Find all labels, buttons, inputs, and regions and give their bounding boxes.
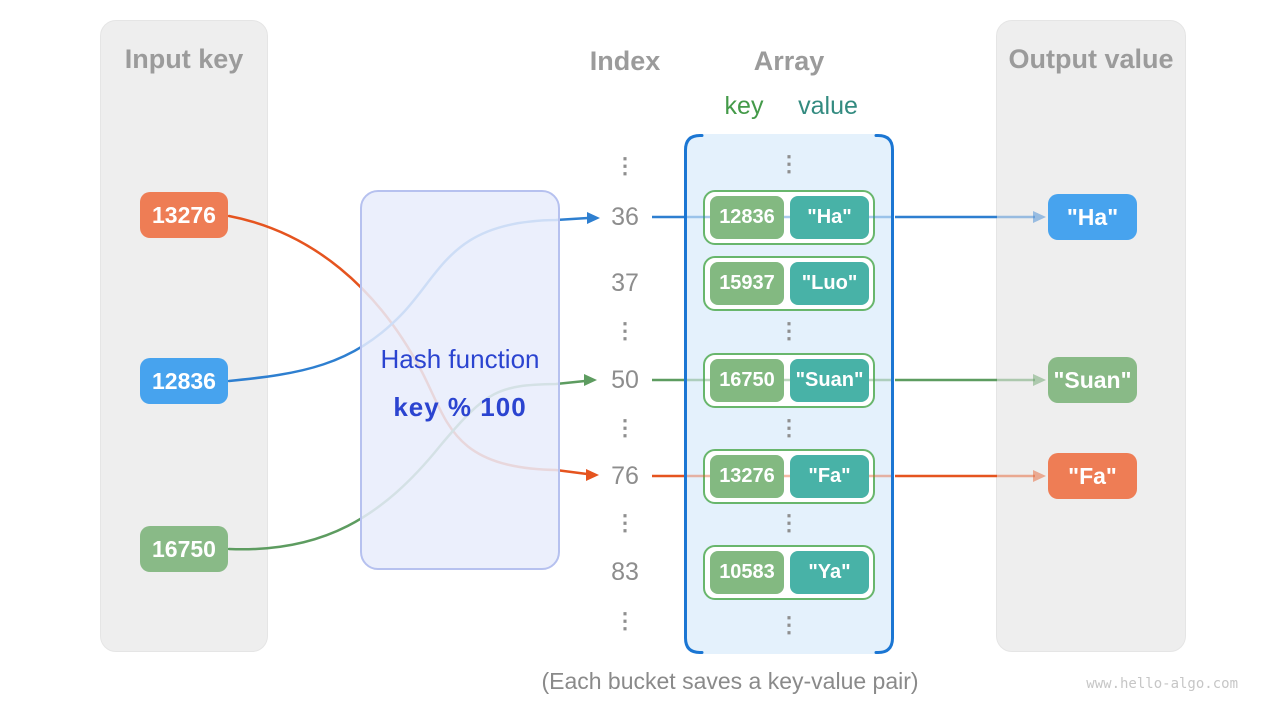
hash-function-title: Hash function	[380, 344, 540, 374]
bucket-key-cell: 13276	[710, 455, 784, 498]
bucket-value-cell: "Fa"	[790, 455, 869, 498]
vertical-ellipsis: ⋮	[778, 415, 800, 440]
output-panel-title: Output value	[1008, 44, 1174, 74]
input-key-chip: 12836	[140, 358, 228, 404]
index-value: 50	[611, 366, 639, 394]
hash-function-formula: key % 100	[393, 392, 527, 422]
array-column-title: Array	[753, 46, 825, 76]
bucket-value-cell: "Ha"	[790, 196, 869, 239]
index-column-title: Index	[589, 46, 661, 76]
key-column-label: key	[724, 92, 764, 120]
output-value-chip: "Ha"	[1048, 194, 1137, 240]
input-panel-title: Input key	[124, 44, 244, 74]
bucket-value-cell: "Luo"	[790, 262, 869, 305]
bucket-key-cell: 16750	[710, 359, 784, 402]
index-value: 76	[611, 462, 639, 490]
output-value-chip: "Fa"	[1048, 453, 1137, 499]
watermark: www.hello-algo.com	[1086, 676, 1238, 692]
output-value-panel	[996, 20, 1186, 652]
vertical-ellipsis: ⋮	[778, 510, 800, 535]
bucket-key-cell: 12836	[710, 196, 784, 239]
vertical-ellipsis: ⋮	[614, 415, 636, 440]
index-value: 36	[611, 203, 639, 231]
value-column-label: value	[798, 92, 858, 120]
bucket-key-cell: 10583	[710, 551, 784, 594]
bucket-key-cell: 15937	[710, 262, 784, 305]
vertical-ellipsis: ⋮	[614, 153, 636, 178]
bucket-value-cell: "Ya"	[790, 551, 869, 594]
vertical-ellipsis: ⋮	[614, 510, 636, 535]
input-key-chip: 13276	[140, 192, 228, 238]
index-value: 83	[611, 558, 639, 586]
vertical-ellipsis: ⋮	[778, 318, 800, 343]
hash-function-box	[360, 190, 560, 570]
vertical-ellipsis: ⋮	[778, 612, 800, 637]
bucket-value-cell: "Suan"	[790, 359, 869, 402]
vertical-ellipsis: ⋮	[614, 608, 636, 633]
input-key-chip: 16750	[140, 526, 228, 572]
index-value: 37	[611, 269, 639, 297]
vertical-ellipsis: ⋮	[778, 151, 800, 176]
output-value-chip: "Suan"	[1048, 357, 1137, 403]
vertical-ellipsis: ⋮	[614, 318, 636, 343]
caption: (Each bucket saves a key-value pair)	[541, 668, 919, 694]
